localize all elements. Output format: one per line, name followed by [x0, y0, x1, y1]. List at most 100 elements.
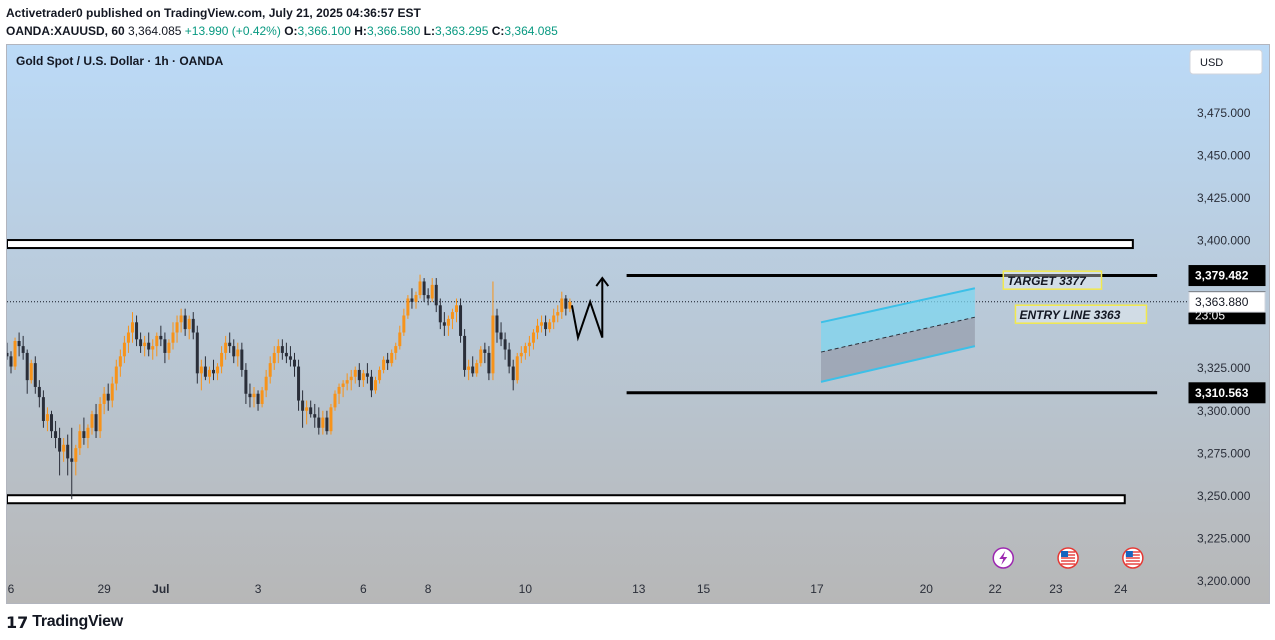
candle	[374, 376, 377, 394]
candle	[523, 342, 527, 360]
candle	[442, 312, 446, 336]
candle	[212, 359, 215, 381]
x-tick-label: 29	[97, 582, 111, 596]
candle-body	[21, 346, 25, 353]
candle	[446, 315, 450, 336]
support-resistance-band[interactable]	[7, 239, 1134, 250]
candle-body	[422, 281, 426, 296]
candle	[515, 352, 519, 384]
candle-body	[33, 363, 37, 387]
candle	[499, 322, 503, 347]
candle-body	[329, 407, 333, 432]
candle-body	[321, 417, 325, 428]
candle	[260, 386, 264, 408]
candle-body	[544, 322, 548, 330]
candle	[207, 366, 211, 384]
candle-body	[552, 315, 556, 323]
lightning-icon[interactable]	[992, 547, 1014, 569]
candle-body	[369, 376, 373, 391]
candle-body	[54, 431, 58, 438]
last-price: 3,364.085	[128, 24, 182, 38]
candle-body	[333, 393, 337, 408]
price-change: +13.990 (+0.42%)	[184, 24, 281, 38]
candle-body	[463, 335, 467, 370]
chart-frame[interactable]: TARGET 3377 ENTRY LINE 3363 3,200.000 3,22…	[6, 44, 1270, 604]
candle	[50, 410, 53, 438]
candle	[361, 369, 365, 387]
candle-body	[280, 346, 284, 353]
price-marker[interactable]: 3,379.482	[1188, 265, 1266, 287]
candle-body	[102, 393, 106, 404]
currency-button[interactable]: USD	[1189, 49, 1263, 75]
x-tick-label: Jul	[152, 582, 169, 596]
candle	[540, 315, 544, 333]
candle	[467, 359, 471, 381]
candle-body	[406, 298, 410, 316]
y-tick-label: 3,250.000	[1197, 489, 1251, 503]
candle-body	[495, 315, 499, 333]
candle	[268, 356, 272, 384]
candle-body	[236, 349, 240, 357]
candle	[179, 308, 183, 333]
candle-body	[9, 356, 13, 367]
candle	[66, 434, 70, 476]
candle-body	[503, 339, 507, 350]
channel-upper-line[interactable]	[820, 287, 976, 324]
candle-body	[483, 349, 487, 353]
candle	[240, 342, 244, 377]
candle-body	[195, 332, 199, 374]
projected-path[interactable]	[570, 278, 604, 342]
annotation-box[interactable]	[1002, 270, 1103, 290]
us-flag-icon[interactable]	[1057, 547, 1079, 569]
candle-body	[382, 359, 386, 370]
candle	[430, 278, 434, 302]
channel-lower-fill	[821, 317, 975, 382]
close-value: 3,364.085	[504, 24, 558, 38]
candle-body	[325, 417, 329, 432]
y-tick-label: 3,225.000	[1197, 531, 1251, 545]
candle-body	[527, 342, 531, 347]
symbol-name[interactable]: OANDA:XAUUSD, 60	[6, 24, 125, 38]
candle	[418, 274, 422, 299]
candle-body	[82, 431, 86, 438]
candle-body	[41, 397, 45, 421]
arrow-up-icon	[595, 276, 610, 287]
x-tick-label: 20	[920, 582, 934, 596]
candle	[167, 339, 171, 360]
open-value: 3,366.100	[297, 24, 351, 38]
us-flag-icon[interactable]	[1122, 547, 1144, 569]
candle	[110, 376, 114, 408]
y-tick-label: 3,425.000	[1197, 191, 1251, 205]
candle	[353, 366, 357, 384]
candle-body	[337, 386, 341, 394]
candle-body	[264, 376, 268, 391]
x-tick-label: 6	[8, 582, 15, 596]
candle	[90, 410, 94, 435]
price-marker[interactable]: 3,310.563	[1188, 382, 1266, 404]
candle	[163, 332, 167, 364]
candle-body	[167, 342, 171, 353]
candle-body	[455, 305, 458, 313]
x-tick-label: 24	[1114, 582, 1128, 596]
candle	[357, 363, 361, 387]
candle	[98, 397, 102, 438]
candle	[78, 424, 82, 455]
candle	[382, 356, 386, 374]
x-tick-label: 15	[697, 582, 711, 596]
candle	[434, 278, 438, 313]
candle-body	[301, 400, 305, 411]
support-resistance-band[interactable]	[7, 494, 1126, 505]
candle-body	[216, 366, 220, 374]
candle-body	[531, 332, 535, 343]
price-chart[interactable]: TARGET 3377 ENTRY LINE 3363 3,200.000 3,22…	[7, 45, 1269, 603]
candle-body	[378, 369, 382, 381]
candle	[187, 315, 191, 340]
candle-body	[110, 383, 114, 401]
channel-lower-line[interactable]	[820, 345, 976, 383]
candle	[102, 386, 106, 415]
candle	[284, 342, 288, 364]
annotation-box[interactable]	[1014, 304, 1148, 324]
symbol-line: OANDA:XAUUSD, 60 3,364.085 +13.990 (+0.4…	[6, 22, 558, 40]
price-marker[interactable]: 3,363.880	[1188, 291, 1266, 313]
candle-body	[171, 332, 175, 343]
